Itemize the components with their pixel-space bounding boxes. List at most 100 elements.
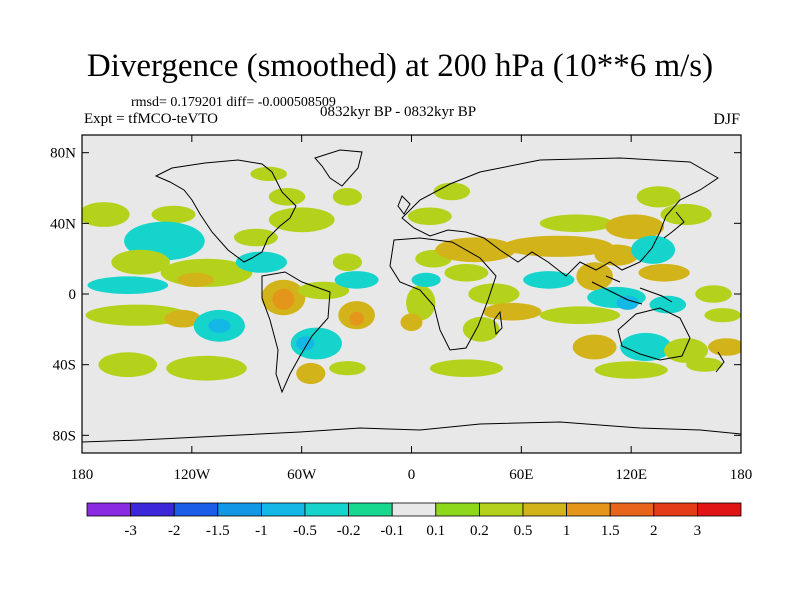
field-region — [151, 205, 196, 224]
colorbar-swatch — [304, 502, 349, 517]
x-tick-label: 0 — [408, 467, 416, 483]
coast-north-america — [154, 159, 297, 263]
field-region — [620, 332, 672, 362]
field-region — [594, 244, 639, 266]
colorbar-label: 0.1 — [426, 523, 445, 539]
colorbar-swatch — [653, 502, 698, 517]
field-region — [462, 316, 500, 342]
x-tick-label: 60E — [509, 467, 533, 483]
coast-madagascar — [493, 310, 503, 336]
colorbar-label: -0.5 — [293, 523, 317, 539]
field-region — [349, 311, 364, 326]
field-region — [332, 188, 362, 206]
coast-australia — [617, 307, 691, 361]
colorbar-swatch — [435, 502, 480, 517]
field-region — [708, 338, 741, 356]
field-region — [111, 249, 170, 275]
x-tick-label: 60W — [287, 467, 317, 483]
field-region — [177, 272, 214, 287]
colorbar-label: -2 — [168, 523, 181, 539]
coast-new-zealand — [715, 351, 725, 373]
coast-greenland — [314, 149, 363, 187]
colorbar-swatch — [609, 502, 655, 517]
experiment-label: Expt = tfMCO-teVTO — [84, 111, 219, 127]
field-region — [660, 203, 712, 226]
field-region — [572, 334, 617, 360]
coast-south-america — [261, 271, 331, 394]
field-region — [704, 308, 741, 323]
field-region — [164, 309, 201, 328]
field-region — [166, 355, 247, 381]
y-tick-label: 80N — [50, 146, 76, 162]
coast-japan — [663, 211, 685, 239]
field-region — [87, 276, 169, 295]
field-region — [272, 288, 295, 310]
field-region — [605, 214, 665, 240]
coast-uk — [397, 195, 411, 215]
colorbar-label: 0.2 — [470, 523, 489, 539]
field-region — [235, 251, 287, 273]
field-region — [268, 207, 335, 233]
x-tick-label: 180 — [71, 467, 94, 483]
y-tick-label: 40N — [50, 216, 76, 232]
field-region — [433, 182, 471, 201]
field-region — [636, 186, 681, 208]
y-axis: 80N 40N 0 40S 80S — [50, 146, 741, 444]
field-region — [407, 207, 452, 226]
field-region — [686, 357, 723, 372]
field-region — [539, 306, 621, 325]
field-region — [638, 264, 690, 282]
field-region — [649, 295, 687, 314]
colorbar-swatch — [348, 502, 393, 517]
colorbar: -3 -2 -1.5 -1 -0.5 -0.2 -0.1 0.1 0.2 0.5 1 1.5 2 3 — [86, 502, 742, 539]
field-region — [411, 272, 441, 287]
colorbar-swatch — [260, 502, 306, 517]
coast-africa — [389, 237, 497, 351]
field-region — [332, 253, 362, 271]
coast-antarctica — [82, 421, 741, 443]
colorbar-label: -0.1 — [380, 523, 404, 539]
field-region — [298, 281, 350, 300]
field-region — [539, 214, 613, 233]
field-region — [290, 327, 342, 360]
field-region — [468, 283, 520, 305]
colorbar-label: 3 — [694, 523, 702, 539]
field-region — [98, 352, 158, 378]
coast-eurasia — [401, 157, 719, 277]
season-label: DJF — [713, 111, 740, 128]
field-region — [82, 202, 130, 227]
colorbar-label: 1.5 — [601, 523, 620, 539]
field-region — [250, 166, 287, 181]
field-region — [85, 304, 189, 326]
colorbar-label: 0.5 — [514, 523, 533, 539]
stats-text: rmsd= 0.179201 diff= -0.000508509 — [131, 95, 336, 110]
field-region — [482, 302, 542, 321]
colorbar-label: -0.2 — [337, 523, 361, 539]
field-region — [406, 285, 436, 321]
y-tick-label: 40S — [53, 358, 76, 374]
field-region — [400, 313, 423, 332]
field-region — [576, 262, 613, 291]
divergence-field — [82, 166, 741, 385]
x-axis: 180 120W 60W 0 60E 120E 180 — [71, 135, 753, 483]
chart-title: Divergence (smoothed) at 200 hPa (10**6 … — [86, 48, 714, 84]
colorbar-swatch — [217, 502, 262, 517]
colorbar-label: 2 — [650, 523, 658, 539]
field-region — [616, 295, 639, 310]
colorbar-label: -1 — [255, 523, 268, 539]
colorbar-swatch — [391, 502, 437, 517]
x-tick-label: 180 — [730, 467, 753, 483]
field-region — [631, 235, 676, 264]
colorbar-swatch — [697, 502, 742, 517]
field-region — [695, 285, 732, 303]
colorbar-label: 1 — [563, 523, 571, 539]
x-tick-label: 120E — [615, 467, 647, 483]
colorbar-swatch — [86, 502, 131, 517]
field-region — [664, 338, 709, 363]
colorbar-label: -3 — [124, 523, 137, 539]
coast-indonesia — [591, 275, 673, 305]
field-region — [296, 336, 315, 351]
field-region — [296, 362, 326, 385]
field-region — [233, 228, 278, 247]
